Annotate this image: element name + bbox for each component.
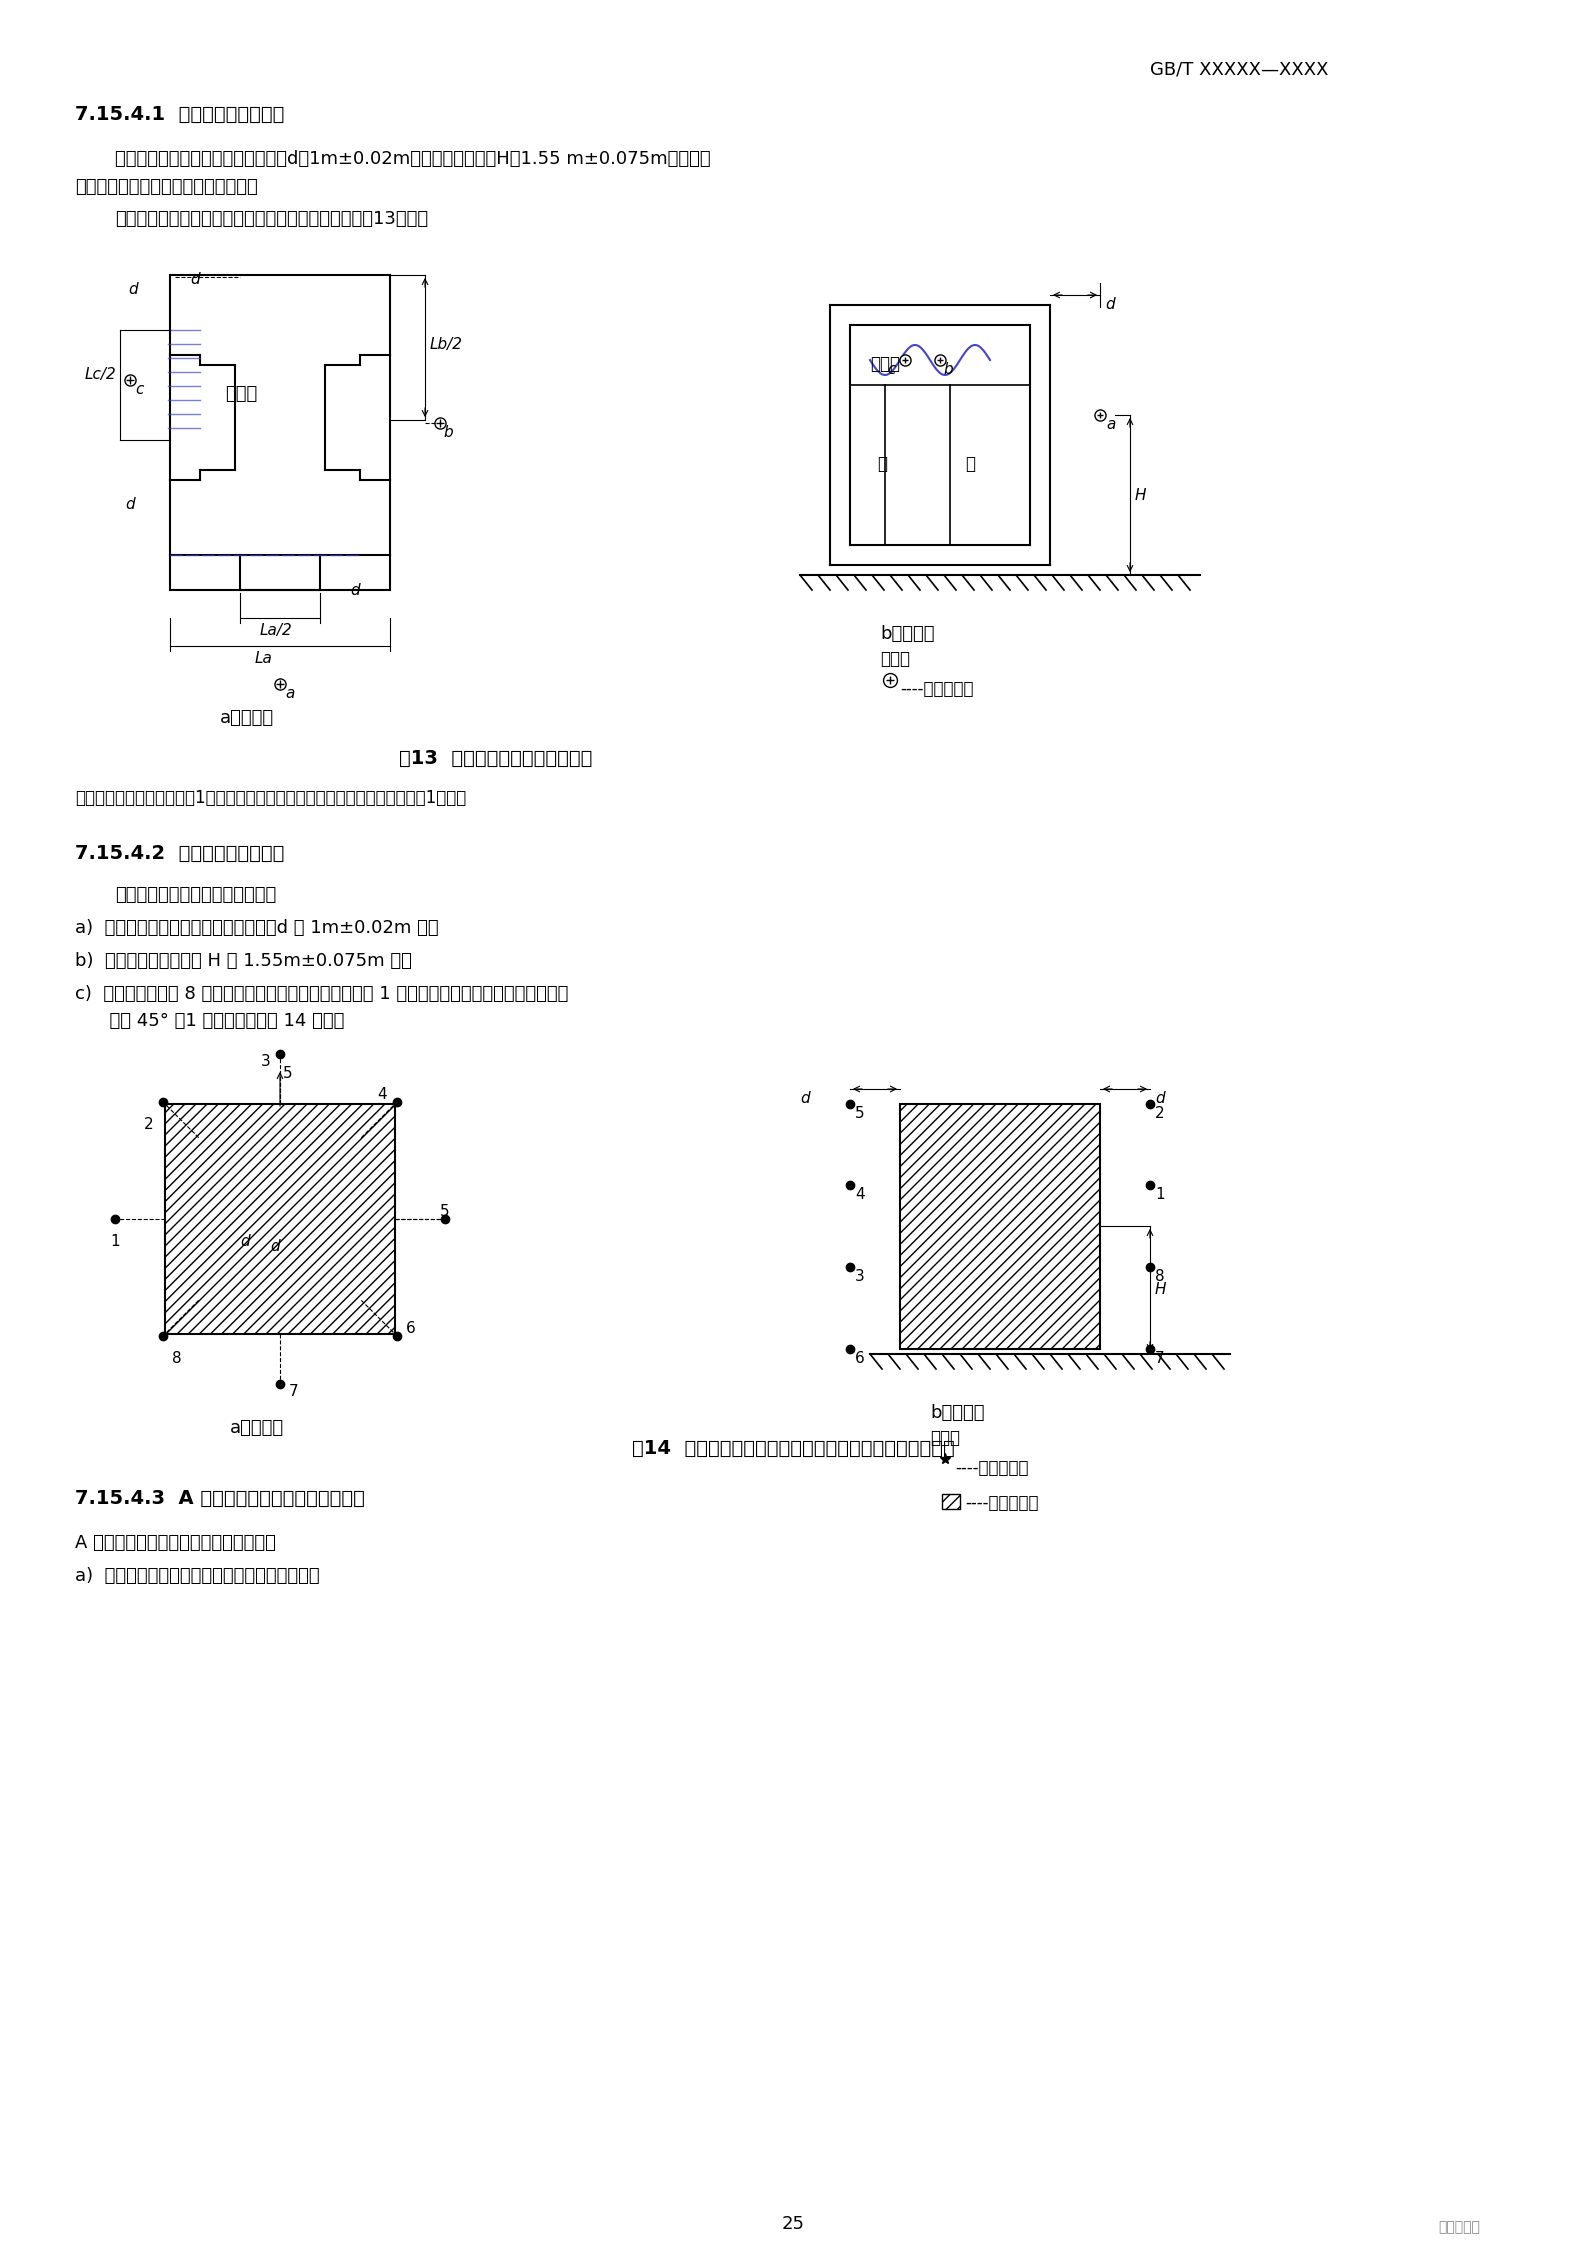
Text: 测量点位于试验笱门侧正前垂直距离d为1m±0.02m处，距离地面高度H为1.55 m±0.075m处。如技: 测量点位于试验笱门侧正前垂直距离d为1m±0.02m处，距离地面高度H为1.55… xyxy=(114,150,711,168)
Text: 每隔 45° 为1 个测量点，见图 14 所示。: 每隔 45° 为1 个测量点，见图 14 所示。 xyxy=(75,1012,344,1030)
Text: ----传声器位置: ----传声器位置 xyxy=(955,1459,1028,1477)
Text: a)  测量点位于试验笱门侧正前垂直距离d 为 1m±0.02m 处；: a) 测量点位于试验笱门侧正前垂直距离d 为 1m±0.02m 处； xyxy=(75,918,438,936)
Text: 7.15.4.1  单点测量传声器位置: 7.15.4.1 单点测量传声器位置 xyxy=(75,106,284,123)
Text: 术文件有规定的依据技术文件的规定。: 术文件有规定的依据技术文件的规定。 xyxy=(75,177,257,195)
Text: 2: 2 xyxy=(1155,1107,1165,1120)
Text: GB/T XXXXX—XXXX: GB/T XXXXX—XXXX xyxy=(1151,61,1328,79)
Text: 4: 4 xyxy=(855,1188,865,1201)
Text: d: d xyxy=(240,1235,249,1248)
Text: H: H xyxy=(1135,487,1146,503)
Text: d: d xyxy=(800,1091,809,1107)
Text: 6: 6 xyxy=(406,1320,416,1336)
Text: 多点测量传声器位置如下图所示：: 多点测量传声器位置如下图所示： xyxy=(114,887,276,905)
Text: 3: 3 xyxy=(260,1053,271,1069)
Text: a)  按要求安装试验笱并确定试验笱的运行模式；: a) 按要求安装试验笱并确定试验笱的运行模式； xyxy=(75,1567,319,1585)
Text: 6: 6 xyxy=(855,1351,865,1365)
Text: a）俦视图: a）俦视图 xyxy=(230,1419,284,1437)
Bar xyxy=(900,1105,1100,1349)
Text: 图13  单点测量传声器位置示意图: 图13 单点测量传声器位置示意图 xyxy=(400,750,592,768)
Text: 图14  近似自由场法试验笱和传声器位置的俦视图和侧视图: 图14 近似自由场法试验笱和传声器位置的俦视图和侧视图 xyxy=(632,1439,954,1457)
Text: b）侧视图: b）侧视图 xyxy=(881,624,935,642)
Text: 7.15.4.3  A 计权时间平均声压级的检验步骤: 7.15.4.3 A 计权时间平均声压级的检验步骤 xyxy=(75,1488,365,1509)
Text: 1: 1 xyxy=(1155,1188,1165,1201)
Text: ----传声器位置: ----传声器位置 xyxy=(900,680,973,698)
Text: 8: 8 xyxy=(173,1351,183,1365)
Text: a）俦视图: a）俦视图 xyxy=(221,709,275,727)
Text: La/2: La/2 xyxy=(260,624,292,638)
Text: 习达信息网: 习达信息网 xyxy=(1438,2220,1481,2234)
Text: 7: 7 xyxy=(1155,1351,1165,1365)
Text: c)  测量点的数量为 8 点，以试验笱中轴线的正前方向为第 1 个测量点，围绕着试验笱顺时针方向: c) 测量点的数量为 8 点，以试验笱中轴线的正前方向为第 1 个测量点，围绕着… xyxy=(75,986,568,1004)
Text: Lc/2: Lc/2 xyxy=(86,368,117,382)
Text: 8: 8 xyxy=(1155,1268,1165,1284)
Text: d: d xyxy=(129,283,138,296)
Text: d: d xyxy=(125,496,135,512)
Text: 4: 4 xyxy=(378,1087,387,1102)
Text: 25: 25 xyxy=(781,2216,805,2234)
Text: 3: 3 xyxy=(855,1268,865,1284)
Text: d: d xyxy=(351,584,360,597)
Bar xyxy=(943,1493,960,1509)
Text: 2: 2 xyxy=(144,1118,154,1131)
Text: d: d xyxy=(1155,1091,1165,1107)
Text: 5: 5 xyxy=(855,1107,865,1120)
Text: d: d xyxy=(190,272,200,287)
Text: 5: 5 xyxy=(440,1203,449,1219)
Text: 说明：: 说明： xyxy=(881,651,909,669)
Text: 说明：: 说明： xyxy=(930,1430,960,1448)
Text: 当一个试验笱存在多扇门时，每个门前均应测量。见图13所示。: 当一个试验笱存在多扇门时，每个门前均应测量。见图13所示。 xyxy=(114,211,428,229)
Text: Lb/2: Lb/2 xyxy=(430,337,463,352)
Text: c: c xyxy=(887,361,895,377)
Text: 试验箱: 试验箱 xyxy=(225,384,257,404)
Text: ----表示参考体: ----表示参考体 xyxy=(965,1493,1038,1511)
Text: 门: 门 xyxy=(878,456,887,474)
Text: b: b xyxy=(943,361,952,377)
Text: d: d xyxy=(270,1239,279,1255)
Text: c: c xyxy=(135,382,143,397)
Text: 试验箱: 试验箱 xyxy=(870,355,900,373)
Text: 1: 1 xyxy=(110,1235,119,1248)
Text: a: a xyxy=(1106,418,1116,431)
Text: d: d xyxy=(1105,296,1114,312)
Text: b)  测量点距离地面高度 H 为 1.55m±0.075m 处；: b) 测量点距离地面高度 H 为 1.55m±0.075m 处； xyxy=(75,952,413,970)
Text: 注：技术文件中笱体正面前1米的表述，如试验笱有多扇门的默认为各扇门前的1米处。: 注：技术文件中笱体正面前1米的表述，如试验笱有多扇门的默认为各扇门前的1米处。 xyxy=(75,788,467,806)
Text: A 计权时间平均声压级的测量步骤如下：: A 计权时间平均声压级的测量步骤如下： xyxy=(75,1533,276,1551)
Text: a: a xyxy=(286,687,294,700)
Text: La: La xyxy=(256,651,273,667)
Text: 5: 5 xyxy=(282,1066,292,1082)
Text: 7: 7 xyxy=(289,1383,298,1399)
Text: 门: 门 xyxy=(965,456,974,474)
Text: b: b xyxy=(443,424,452,440)
Bar xyxy=(165,1105,395,1334)
Text: H: H xyxy=(1155,1282,1166,1298)
Text: b）侧视图: b）侧视图 xyxy=(930,1403,984,1421)
Text: 7.15.4.2  多点测量传声器位置: 7.15.4.2 多点测量传声器位置 xyxy=(75,844,284,862)
